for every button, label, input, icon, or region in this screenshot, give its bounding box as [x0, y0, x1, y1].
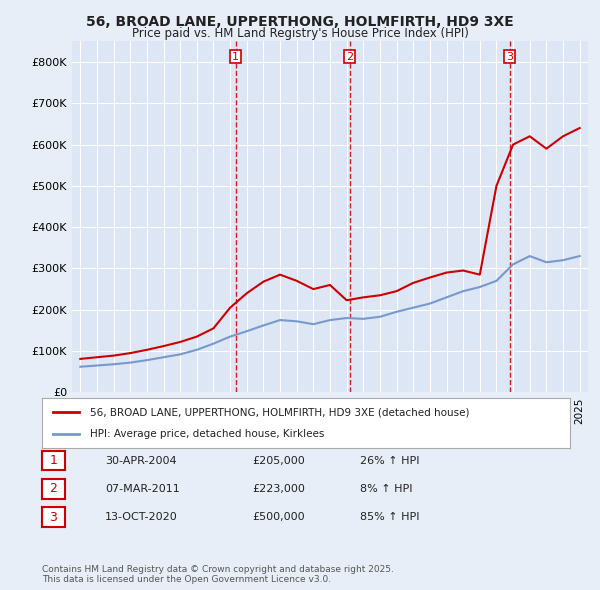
- Text: 07-MAR-2011: 07-MAR-2011: [105, 484, 180, 494]
- Text: Contains HM Land Registry data © Crown copyright and database right 2025.
This d: Contains HM Land Registry data © Crown c…: [42, 565, 394, 584]
- Text: 26% ↑ HPI: 26% ↑ HPI: [360, 456, 419, 466]
- Text: 56, BROAD LANE, UPPERTHONG, HOLMFIRTH, HD9 3XE: 56, BROAD LANE, UPPERTHONG, HOLMFIRTH, H…: [86, 15, 514, 29]
- Text: 3: 3: [49, 510, 58, 524]
- Text: 1: 1: [232, 52, 239, 62]
- Text: £500,000: £500,000: [252, 513, 305, 522]
- Text: 1: 1: [49, 454, 58, 467]
- Text: £223,000: £223,000: [252, 484, 305, 494]
- Text: HPI: Average price, detached house, Kirklees: HPI: Average price, detached house, Kirk…: [89, 430, 324, 440]
- Text: 85% ↑ HPI: 85% ↑ HPI: [360, 513, 419, 522]
- Text: 8% ↑ HPI: 8% ↑ HPI: [360, 484, 413, 494]
- Text: 13-OCT-2020: 13-OCT-2020: [105, 513, 178, 522]
- Text: Price paid vs. HM Land Registry's House Price Index (HPI): Price paid vs. HM Land Registry's House …: [131, 27, 469, 40]
- Text: 56, BROAD LANE, UPPERTHONG, HOLMFIRTH, HD9 3XE (detached house): 56, BROAD LANE, UPPERTHONG, HOLMFIRTH, H…: [89, 407, 469, 417]
- Text: 30-APR-2004: 30-APR-2004: [105, 456, 176, 466]
- Text: £205,000: £205,000: [252, 456, 305, 466]
- Text: 3: 3: [506, 52, 513, 62]
- Text: 2: 2: [346, 52, 353, 62]
- Text: 2: 2: [49, 482, 58, 496]
